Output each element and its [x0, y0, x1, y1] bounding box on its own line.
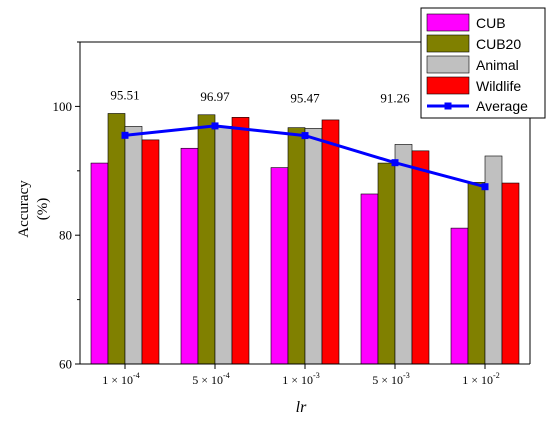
- x-tick-label-exponent: -4: [223, 371, 230, 380]
- bar-cub-0: [90, 162, 109, 365]
- legend-marker-average: [444, 102, 452, 110]
- y-axis-label-line: (%): [35, 198, 51, 221]
- bar-cub20-4: [467, 182, 486, 365]
- average-point-0: [121, 131, 129, 139]
- data-label-0: 95.51: [110, 87, 139, 102]
- legend-label-animal: Animal: [476, 57, 519, 73]
- bar-animal-0: [124, 126, 143, 365]
- average-point-3: [391, 159, 399, 167]
- bar-wildlife-2: [321, 119, 340, 365]
- x-tick-label-base: 5 × 10: [192, 373, 223, 387]
- data-label-2: 95.47: [290, 90, 320, 105]
- legend-label-cub20: CUB20: [476, 36, 521, 52]
- y-tick-label-100: 100: [53, 99, 73, 114]
- bar-cub-3: [360, 193, 379, 365]
- x-axis-label: lr: [296, 399, 307, 416]
- bar-wildlife-0: [141, 139, 160, 365]
- bar-cub20-1: [197, 114, 216, 365]
- data-label-1: 96.97: [200, 89, 230, 104]
- average-point-2: [301, 132, 309, 140]
- y-tick-label-80: 80: [59, 228, 72, 243]
- x-tick-label-2: 1 × 10-3: [282, 371, 319, 387]
- bar-cub20-3: [377, 162, 396, 365]
- x-tick-label-3: 5 × 10-3: [372, 371, 409, 387]
- y-tick-label-60: 60: [59, 357, 72, 372]
- y-axis-label: Accuracy (%): [16, 180, 51, 238]
- x-tick-label-exponent: -4: [133, 371, 140, 380]
- bar-cub20-0: [107, 113, 126, 365]
- x-tick-label-base: 1 × 10: [102, 373, 133, 387]
- bar-cub-2: [270, 167, 289, 365]
- y-axis-label-line: Accuracy: [16, 180, 32, 238]
- x-tick-label-exponent: -3: [403, 371, 410, 380]
- average-point-1: [211, 122, 219, 130]
- x-tick-label-exponent: -3: [313, 371, 320, 380]
- legend-swatch-cub: [426, 13, 470, 32]
- legend-label-cub: CUB: [476, 15, 506, 31]
- x-tick-label-4: 1 × 10-2: [462, 371, 499, 387]
- bar-wildlife-3: [411, 150, 430, 365]
- bar-animal-1: [214, 126, 233, 365]
- bar-cub-4: [450, 227, 469, 365]
- x-tick-label-base: 1 × 10: [462, 373, 493, 387]
- legend-label-average: Average: [476, 98, 528, 114]
- bar-animal-3: [394, 144, 413, 365]
- legend-label-wildlife: Wildlife: [476, 78, 521, 94]
- bar-animal-2: [304, 127, 323, 365]
- legend-swatch-wildlife: [426, 76, 470, 95]
- data-label-3: 91.26: [380, 90, 410, 105]
- bars-layer: [90, 113, 520, 365]
- legend-swatch-animal: [426, 55, 470, 74]
- legend: CUB CUB20 Animal Wildlife Average: [420, 7, 546, 119]
- x-tick-label-1: 5 × 10-4: [192, 371, 229, 387]
- bar-cub20-2: [287, 127, 306, 365]
- bar-wildlife-1: [231, 117, 250, 365]
- x-tick-label-exponent: -2: [493, 371, 500, 380]
- x-tick-label-base: 5 × 10: [372, 373, 403, 387]
- average-point-4: [481, 183, 489, 191]
- bar-cub-1: [180, 147, 199, 365]
- x-tick-label-0: 1 × 10-4: [102, 371, 139, 387]
- average-line-layer: [121, 122, 489, 191]
- bar-wildlife-4: [501, 182, 520, 365]
- legend-swatch-cub20: [426, 34, 470, 53]
- x-tick-label-base: 1 × 10: [282, 373, 313, 387]
